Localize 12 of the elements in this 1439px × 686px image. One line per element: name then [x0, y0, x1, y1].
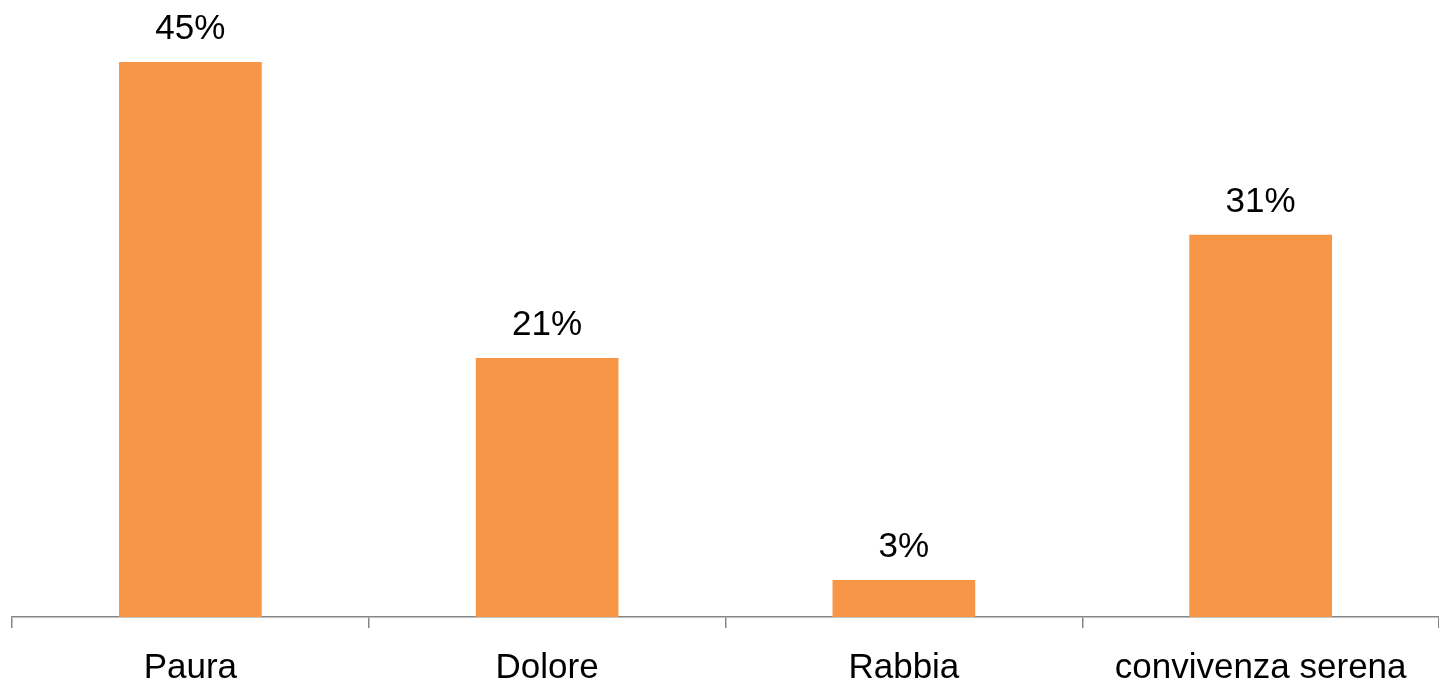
- bar: [119, 62, 262, 617]
- data-label: 31%: [1225, 179, 1296, 219]
- bar: [832, 580, 976, 617]
- x-tick-label: Dolore: [495, 645, 599, 685]
- x-tick-label: convivenza serena: [1114, 645, 1408, 685]
- data-label: 45%: [155, 7, 226, 47]
- x-tick-label: Paura: [143, 645, 238, 685]
- bar: [1189, 234, 1332, 617]
- x-tick-label: Rabbia: [848, 645, 960, 685]
- data-label: 21%: [512, 303, 583, 343]
- data-label: 3%: [878, 525, 930, 565]
- bar: [475, 358, 619, 617]
